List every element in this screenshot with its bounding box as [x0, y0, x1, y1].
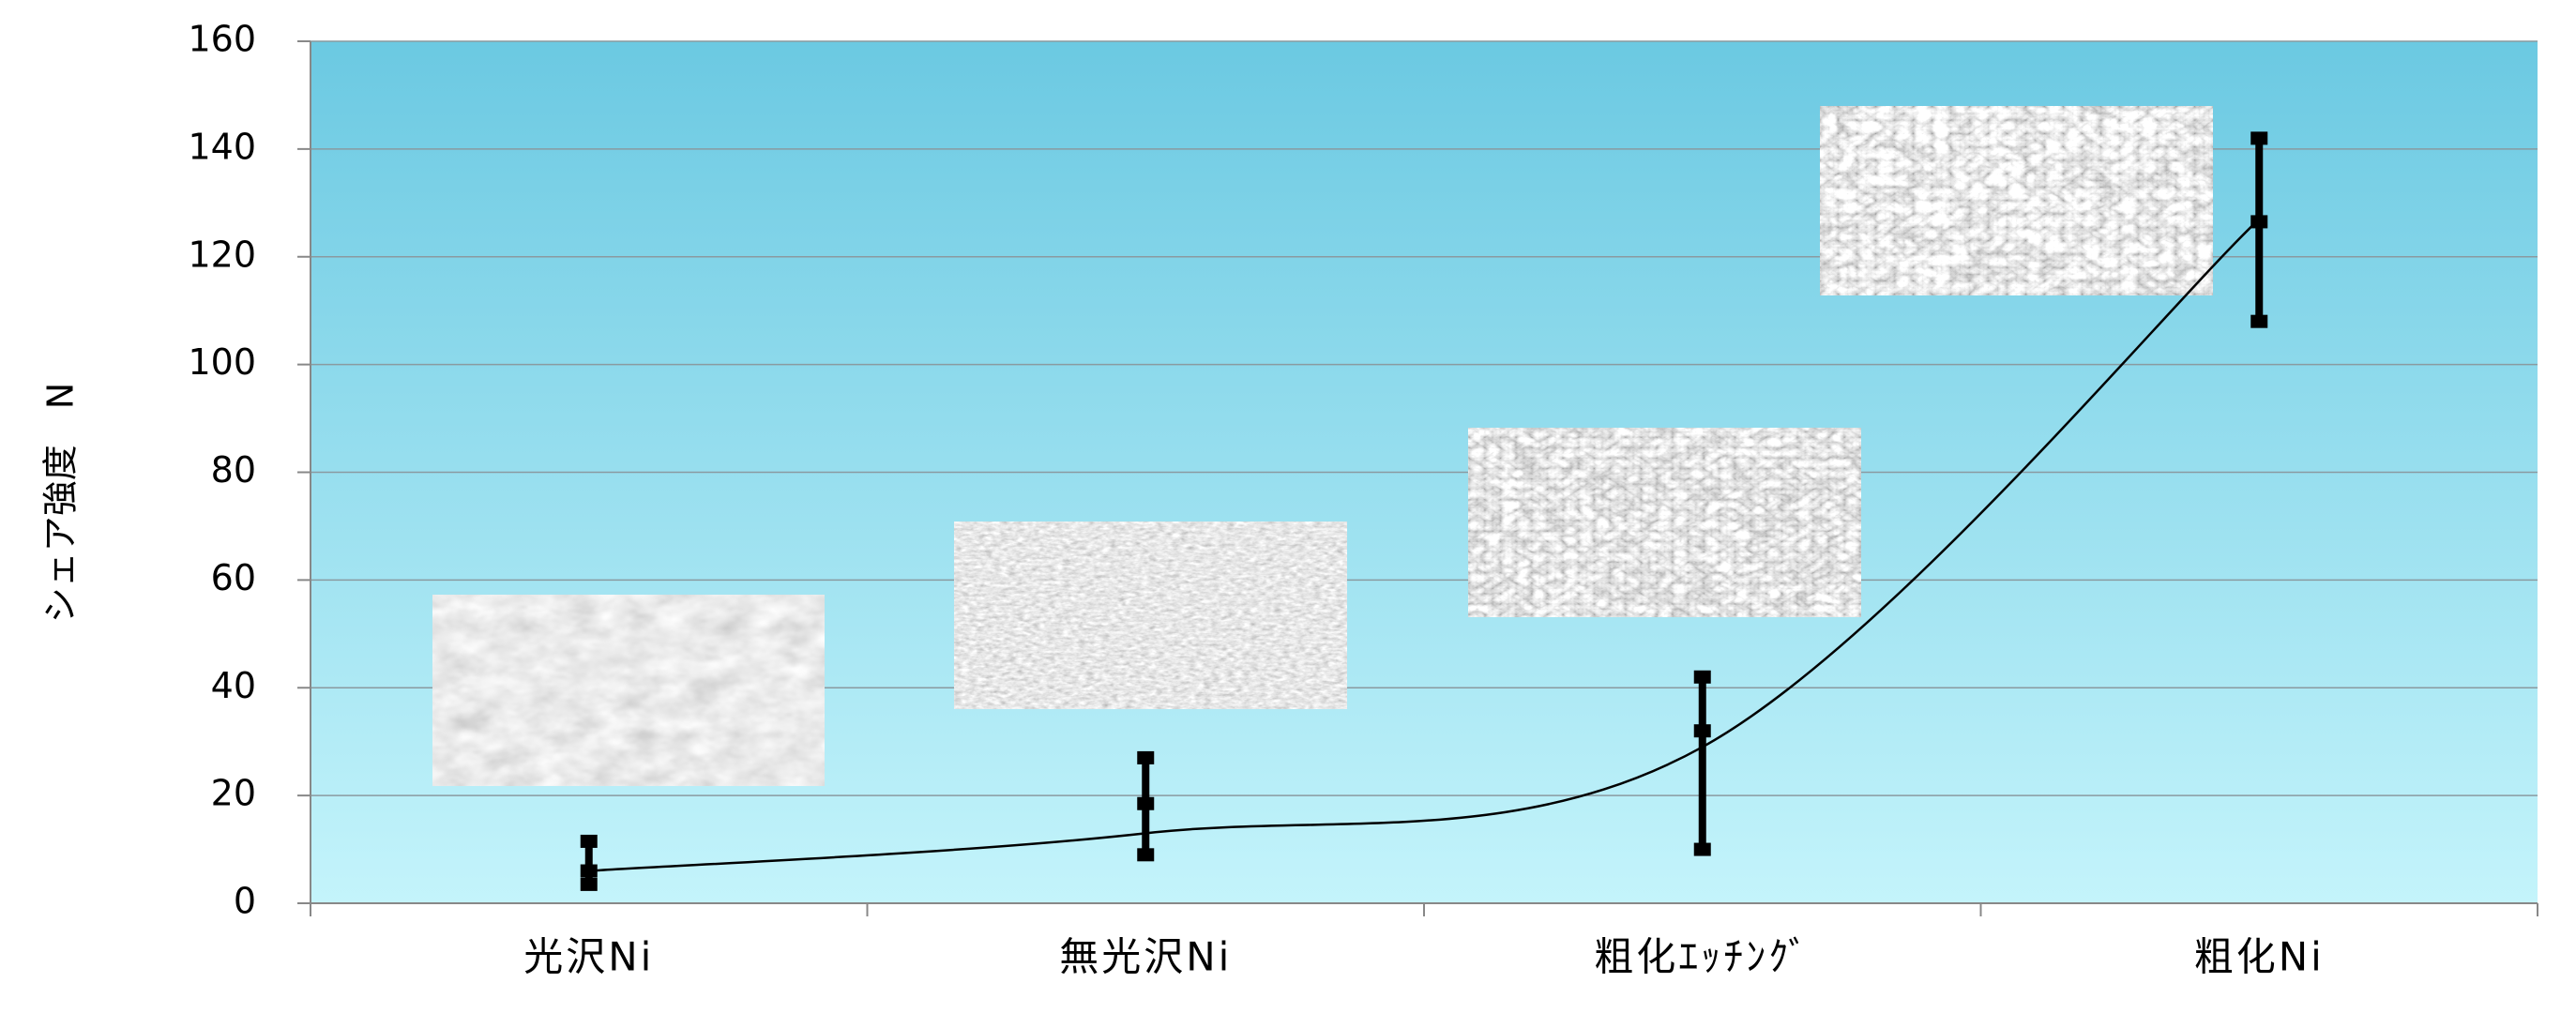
micrograph	[1820, 106, 2213, 295]
error-cap-high	[1137, 750, 1155, 764]
error-cap-high	[2250, 131, 2268, 145]
y-axis-label: シェア強度 N	[40, 383, 82, 623]
y-tick-label: 0	[234, 881, 256, 922]
error-cap-low	[2250, 314, 2268, 328]
micrograph	[1468, 428, 1861, 617]
y-tick-label: 60	[211, 557, 256, 598]
error-cap-low	[580, 877, 598, 891]
y-tick-label: 120	[188, 234, 256, 275]
mean-marker	[580, 864, 598, 878]
y-tick-label: 140	[188, 126, 256, 167]
micrographs	[432, 106, 2213, 786]
y-tick-label: 20	[211, 773, 256, 814]
x-tick-label: 粗化ｴｯﾁﾝｸﾞ	[1594, 934, 1811, 980]
micrograph	[432, 595, 825, 786]
error-cap-high	[580, 834, 598, 848]
y-tick-label: 80	[211, 449, 256, 491]
error-cap-high	[1693, 670, 1711, 684]
x-tick-label: 無光沢Ni	[1059, 934, 1232, 980]
y-tick-label: 160	[188, 19, 256, 60]
mean-marker	[2250, 215, 2268, 229]
error-cap-low	[1137, 848, 1155, 862]
error-cap-low	[1693, 842, 1711, 856]
y-tick-label: 40	[211, 665, 256, 706]
mean-marker	[1693, 724, 1711, 738]
mean-marker	[1137, 796, 1155, 810]
micrograph	[954, 522, 1347, 709]
trend-line	[588, 218, 2261, 872]
y-tick-label: 100	[188, 341, 256, 383]
x-tick-label: 粗化Ni	[2194, 934, 2325, 980]
x-tick-label: 光沢Ni	[523, 934, 654, 980]
